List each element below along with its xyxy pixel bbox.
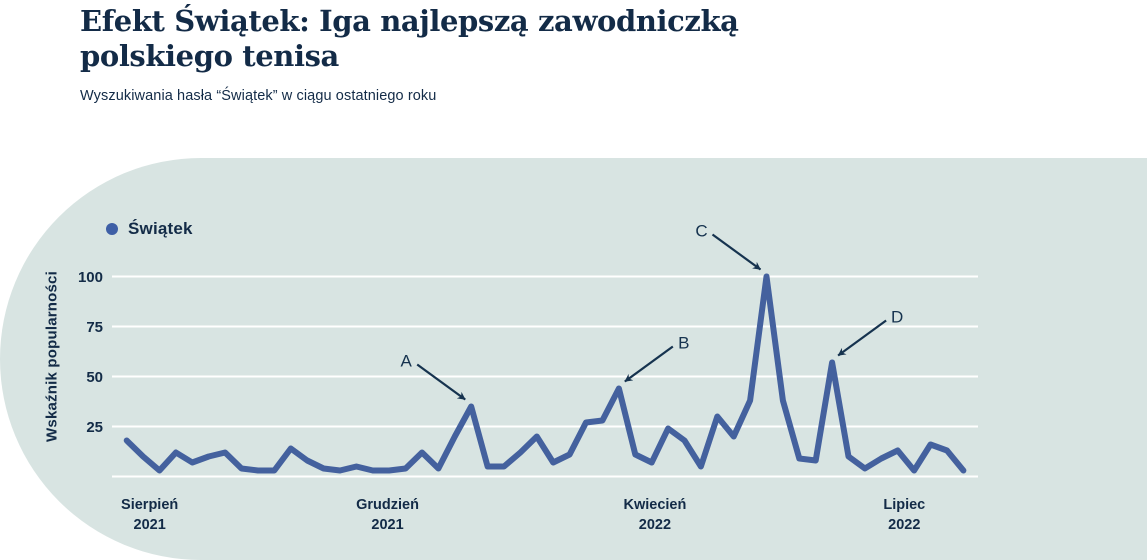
annotation-label-D: D	[891, 308, 903, 327]
title-line-2: polskiego tenisa	[80, 39, 339, 73]
y-axis-tick-labels: 25 50 75 100	[78, 269, 103, 436]
annotation-label-A: A	[401, 352, 413, 371]
annotation-arrow-B	[624, 345, 674, 383]
x-tick-kwiecień: Kwiecień 2022	[624, 497, 687, 533]
x-tick-line-2: 2022	[888, 517, 920, 533]
x-tick-line-1: Lipiec	[883, 497, 925, 513]
page-title: Efekt Świątek: Iga najlepszą zawodniczką…	[80, 4, 739, 74]
annotation-arrow-D	[837, 319, 887, 357]
legend: Świątek	[106, 219, 193, 239]
annotation-A: A	[401, 352, 466, 401]
annotation-C: C	[695, 222, 762, 271]
x-tick-grudzień: Grudzień 2021	[356, 497, 419, 533]
x-tick-line-2: 2021	[371, 517, 403, 533]
x-axis-tick-labels: Sierpień2021Grudzień2021Kwiecień2022Lipi…	[121, 497, 925, 533]
x-tick-line-1: Grudzień	[356, 497, 419, 513]
headline-block: Efekt Świątek: Iga najlepszą zawodniczką…	[80, 4, 739, 104]
annotation-arrow-A	[416, 363, 466, 401]
peak-annotations: A B C D	[401, 222, 903, 401]
y-axis-title: Wskaźnik popularności	[43, 271, 61, 442]
x-tick-sierpień: Sierpień 2021	[121, 497, 178, 533]
y-tick-label-75: 75	[86, 319, 103, 336]
x-tick-line-2: 2022	[639, 517, 671, 533]
legend-label: Świątek	[128, 219, 193, 238]
annotation-label-C: C	[695, 222, 707, 241]
annotation-B: B	[624, 334, 690, 383]
legend-dot-icon	[106, 223, 118, 235]
x-tick-line-1: Sierpień	[121, 497, 178, 513]
y-tick-label-100: 100	[78, 269, 103, 286]
annotation-arrow-C	[711, 233, 762, 271]
x-tick-line-1: Kwiecień	[624, 497, 687, 513]
series-line-swiatek	[123, 273, 967, 474]
y-tick-label-25: 25	[86, 419, 103, 436]
subtitle: Wyszukiwania hasła “Świątek” w ciągu ost…	[80, 88, 437, 104]
x-tick-line-2: 2021	[134, 517, 166, 533]
annotation-D: D	[837, 308, 903, 357]
y-tick-label-50: 50	[86, 369, 103, 386]
x-tick-lipiec: Lipiec 2022	[883, 497, 925, 533]
series-line	[123, 273, 967, 474]
chart-background-blob	[0, 158, 1147, 560]
title-line-1: Efekt Świątek: Iga najlepszą zawodniczką	[80, 4, 739, 38]
annotation-label-B: B	[678, 334, 689, 353]
